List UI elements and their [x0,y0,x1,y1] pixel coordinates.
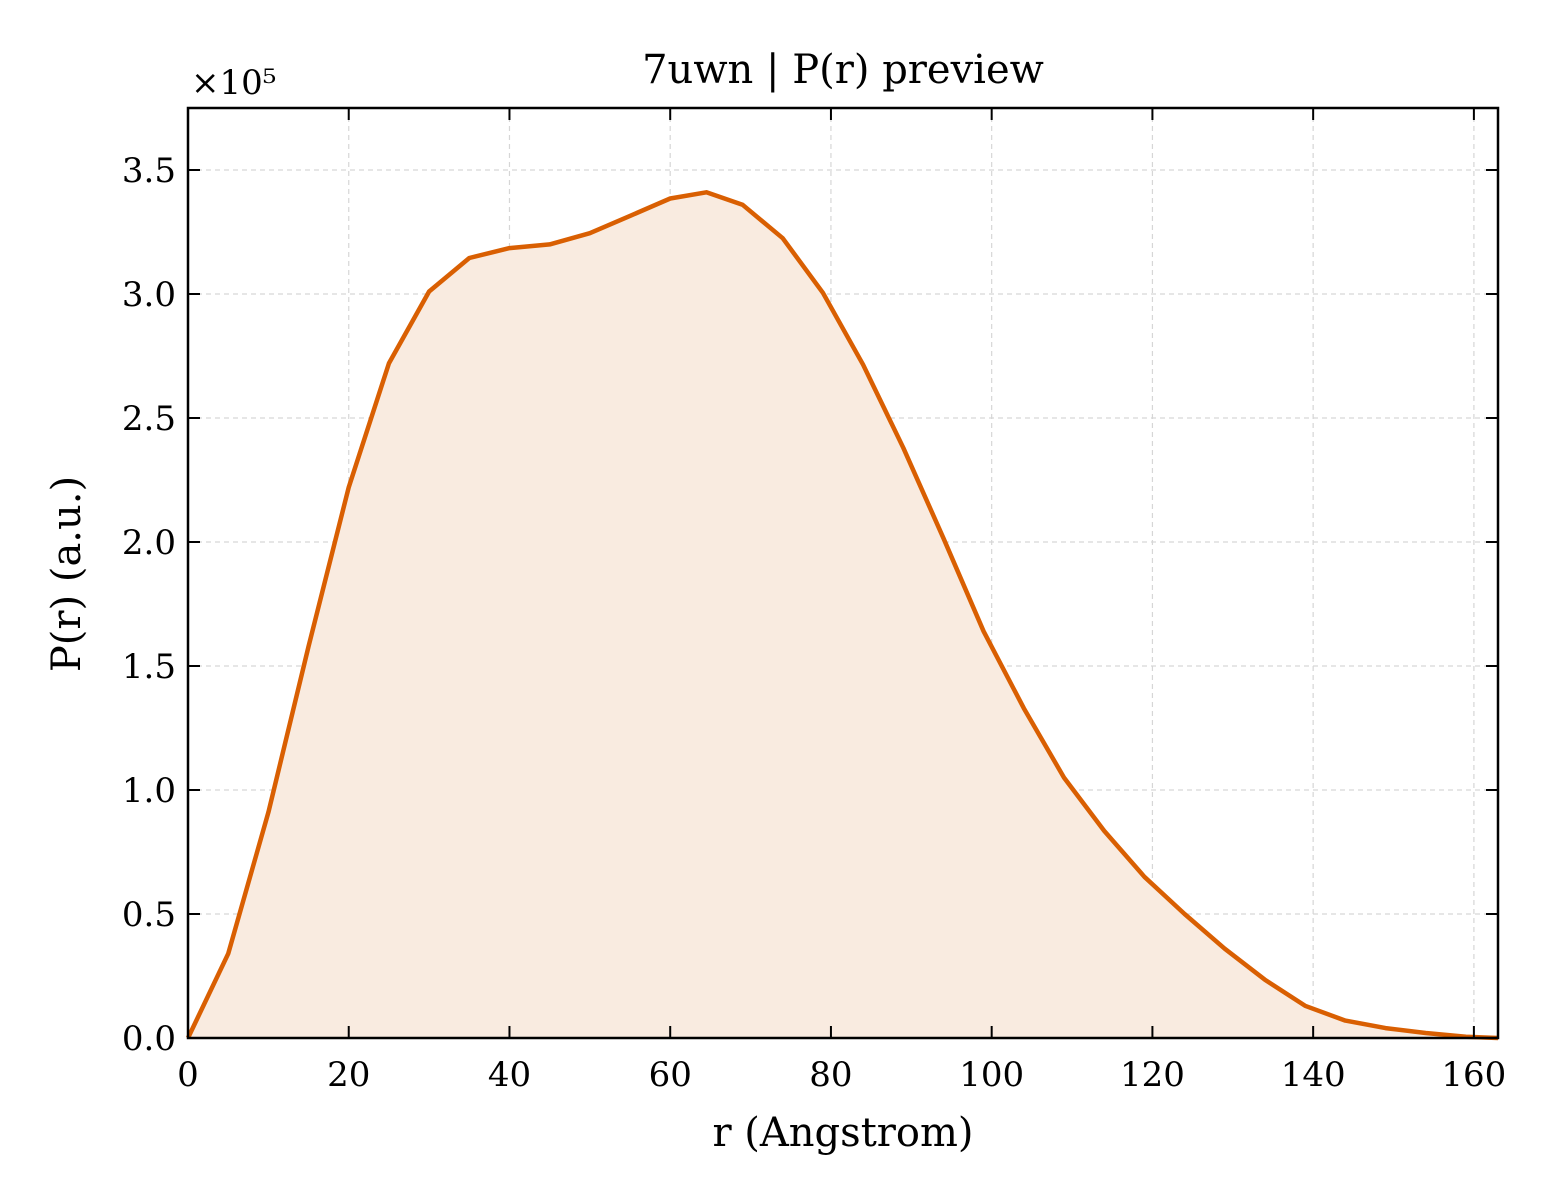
y-tick-label: 3.0 [122,275,176,315]
x-tick-label: 20 [327,1055,370,1095]
y-axis-multiplier: ×10⁵ [191,63,276,103]
y-tick-label: 2.5 [122,399,176,439]
pr-series-line [185,190,1499,1041]
x-tick-label: 40 [488,1055,531,1095]
x-tick-label: 140 [1281,1055,1346,1095]
y-tick-label: 0.0 [122,1019,176,1059]
y-tick-label: 1.0 [122,771,176,811]
x-tick-label: 80 [809,1055,852,1095]
y-tick-label: 2.0 [122,523,176,563]
pr-area-fill [188,192,1498,1039]
x-tick-label: 160 [1441,1055,1506,1095]
y-tick-label: 0.5 [122,895,176,935]
x-tick-label: 100 [959,1055,1024,1095]
plot-frame [186,106,1500,1040]
chart-title: 7uwn | P(r) preview [642,47,1044,93]
x-tick-label: 120 [1120,1055,1185,1095]
x-tick-label: 60 [649,1055,692,1095]
axis-ticks: 0 20 40 60 80 100 120 140 160 0.0 0.5 1.0 1.5 2.0 2.5 3… [122,108,1506,1095]
y-axis-label: P(r) (a.u.) [44,476,90,672]
x-tick-label: 0 [177,1055,199,1095]
x-axis-label: r (Angstrom) [712,1110,973,1156]
y-tick-label: 3.5 [122,151,176,191]
y-tick-label: 1.5 [122,647,176,687]
